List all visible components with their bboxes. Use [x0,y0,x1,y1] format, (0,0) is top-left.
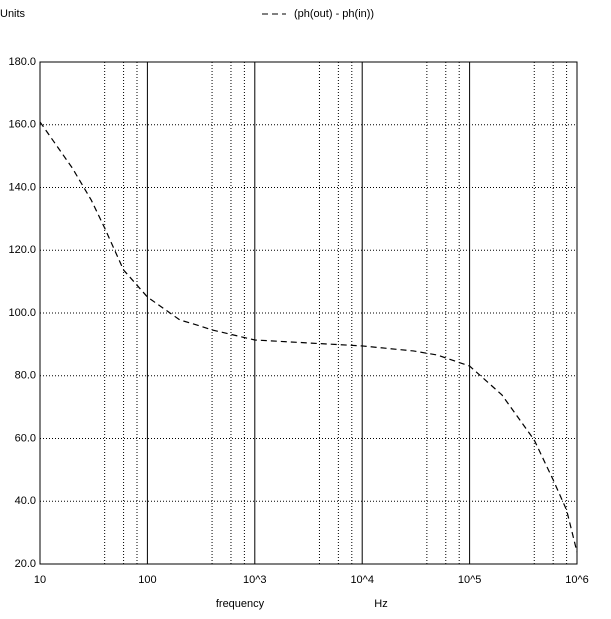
y-tick-label: 120.0 [8,244,36,256]
data-line [39,121,578,553]
x-tick-label: 100 [138,574,156,586]
y-tick-label: 40.0 [15,495,36,507]
x-tick-label: 10^5 [458,574,482,586]
x-tick-label: 10^4 [350,574,374,586]
y-axis-label: Units [0,8,26,20]
y-tick-label: 100.0 [8,307,36,319]
y-tick-label: 180.0 [8,56,36,68]
y-tick-label: 140.0 [8,181,36,193]
x-tick-label: 10^6 [565,574,589,586]
x-axis-label: frequency [216,598,265,610]
legend-label: (ph(out) - ph(in)) [294,8,374,20]
x-axis-unit: Hz [374,598,387,610]
y-tick-label: 60.0 [15,432,36,444]
y-tick-label: 160.0 [8,119,36,131]
x-tick-label: 10^3 [243,574,267,586]
x-tick-label: 10 [34,574,46,586]
y-tick-label: 80.0 [15,370,36,382]
plot-frame [39,61,578,565]
y-tick-label: 20.0 [15,558,36,570]
